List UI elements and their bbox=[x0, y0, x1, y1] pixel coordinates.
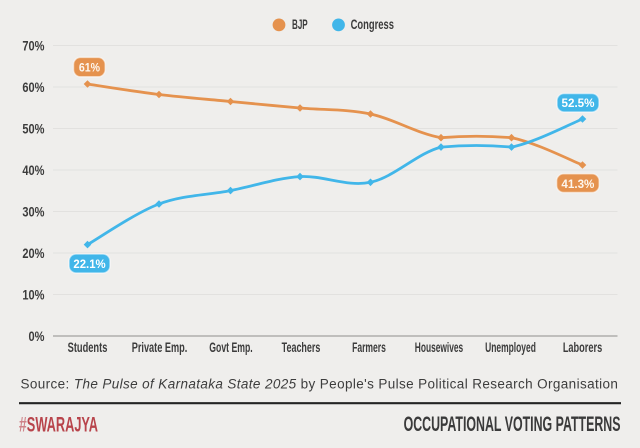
svg-text:SWARAJYA: SWARAJYA bbox=[27, 412, 98, 436]
svg-text:Source: The Pulse of Karnataka: Source: The Pulse of Karnataka State 202… bbox=[21, 376, 619, 391]
svg-text:0%: 0% bbox=[29, 329, 45, 345]
svg-text:52.5%: 52.5% bbox=[562, 96, 595, 110]
svg-text:40%: 40% bbox=[22, 163, 44, 179]
svg-text:Housewives: Housewives bbox=[415, 341, 463, 355]
svg-text:20%: 20% bbox=[22, 246, 44, 262]
svg-text:#: # bbox=[19, 413, 27, 437]
svg-text:Laborers: Laborers bbox=[563, 342, 602, 356]
svg-text:22.1%: 22.1% bbox=[73, 258, 106, 271]
svg-text:70%: 70% bbox=[22, 38, 44, 54]
svg-text:Farmers: Farmers bbox=[352, 341, 386, 355]
svg-text:Teachers: Teachers bbox=[282, 342, 321, 356]
svg-text:61%: 61% bbox=[79, 62, 100, 75]
svg-text:Unemployed: Unemployed bbox=[485, 341, 536, 355]
svg-text:Students: Students bbox=[68, 342, 108, 356]
svg-text:Govt Emp.: Govt Emp. bbox=[209, 341, 252, 355]
svg-text:Congress: Congress bbox=[351, 16, 395, 32]
svg-text:50%: 50% bbox=[22, 121, 44, 137]
svg-text:60%: 60% bbox=[22, 80, 44, 96]
svg-text:10%: 10% bbox=[22, 287, 44, 303]
svg-text:30%: 30% bbox=[22, 204, 44, 220]
svg-text:BJP: BJP bbox=[292, 18, 308, 33]
svg-text:OCCUPATIONAL VOTING PATTERNS: OCCUPATIONAL VOTING PATTERNS bbox=[404, 412, 621, 436]
svg-text:Private Emp.: Private Emp. bbox=[132, 342, 188, 356]
svg-text:41.3%: 41.3% bbox=[561, 177, 594, 191]
